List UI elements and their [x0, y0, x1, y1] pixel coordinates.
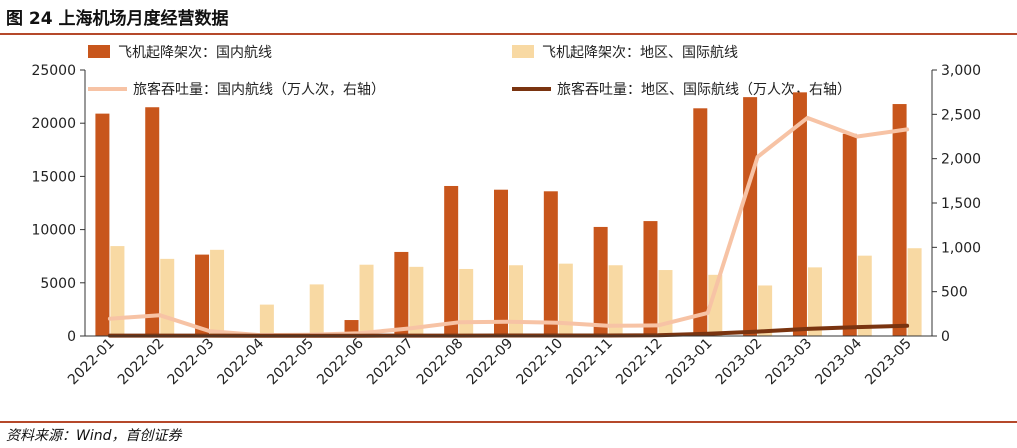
bar-series — [95, 92, 922, 337]
line-domestic-passengers — [107, 115, 910, 338]
bar-intl-flights — [658, 270, 673, 336]
x-axis-tick-label: 2022-09 — [464, 336, 517, 389]
x-axis-tick-label: 2022-12 — [613, 336, 666, 389]
x-axis: 2022-012022-022022-032022-042022-052022-… — [65, 335, 932, 388]
left-y-axis: 0 5000 10000 15000 20000 25000 — [31, 63, 86, 345]
right-axis-tick-label: 2,000 — [941, 152, 981, 168]
x-axis-tick-label: 2022-08 — [414, 336, 467, 389]
bar-domestic-flights — [543, 191, 558, 336]
x-axis-tick-label: 2022-06 — [314, 335, 367, 388]
x-axis-tick-label: 2022-03 — [165, 336, 218, 389]
bar-domestic-flights — [792, 92, 807, 337]
bar-intl-flights — [558, 263, 573, 336]
legend-label-domestic-flights: 飞机起降架次：国内航线 — [118, 45, 272, 61]
bar-domestic-flights — [842, 133, 857, 336]
right-axis-tick-label: 3,000 — [941, 63, 981, 79]
bar-domestic-flights — [892, 104, 907, 336]
bar-intl-flights — [758, 285, 773, 336]
bar-domestic-flights — [494, 189, 508, 336]
bar-domestic-flights — [743, 97, 758, 336]
x-axis-tick-label: 2023-03 — [763, 336, 816, 389]
legend-label-intl-flights: 飞机起降架次：地区、国际航线 — [542, 45, 738, 61]
bar-domestic-flights — [693, 108, 708, 336]
right-axis-tick-label: 500 — [941, 285, 968, 301]
bar-intl-flights — [459, 268, 474, 336]
right-axis-tick-label: 2,500 — [941, 107, 981, 123]
x-axis-tick-label: 2022-02 — [115, 336, 168, 389]
bar-domestic-flights — [643, 221, 658, 336]
bar-intl-flights — [359, 264, 374, 336]
x-axis-tick-label: 2023-02 — [713, 336, 766, 389]
x-axis-tick-label: 2022-04 — [215, 335, 268, 388]
bar-domestic-flights — [95, 113, 110, 337]
bar-domestic-flights — [145, 107, 160, 337]
bar-intl-flights — [807, 267, 822, 336]
legend-label-intl-passengers: 旅客吞吐量：地区、国际航线（万人次，右轴） — [557, 81, 851, 98]
bar-intl-flights — [259, 304, 274, 336]
left-axis-tick-label: 0 — [67, 329, 76, 345]
right-y-axis: 0 500 1,000 1,500 2,000 2,500 3,000 — [931, 63, 981, 345]
legend-label-domestic-passengers: 旅客吞吐量：国内航线（万人次，右轴） — [133, 81, 385, 98]
left-axis-tick-label: 15000 — [31, 169, 76, 185]
bar-intl-flights — [509, 265, 523, 336]
bar-intl-flights — [110, 246, 125, 336]
right-axis-tick-label: 1,000 — [941, 240, 981, 256]
bar-intl-flights — [857, 255, 872, 336]
bar-domestic-flights — [593, 226, 608, 336]
x-axis-tick-label: 2023-05 — [862, 336, 915, 389]
bar-domestic-flights — [195, 254, 210, 336]
figure-title: 图 24 上海机场月度经营数据 — [6, 9, 229, 29]
bar-intl-flights — [608, 265, 623, 336]
bar-domestic-flights — [394, 251, 409, 336]
left-axis-tick-label: 20000 — [31, 116, 76, 132]
bar-intl-flights — [409, 266, 424, 336]
right-axis-tick-label: 1,500 — [941, 196, 981, 212]
legend: 飞机起降架次：国内航线 飞机起降架次：地区、国际航线 旅客吞吐量：国内航线（万人… — [88, 45, 851, 98]
x-axis-tick-label: 2022-05 — [264, 336, 317, 389]
chart: 飞机起降架次：国内航线 飞机起降架次：地区、国际航线 旅客吞吐量：国内航线（万人… — [31, 45, 981, 388]
legend-swatch-domestic-flights — [88, 45, 110, 58]
left-axis-tick-label: 10000 — [31, 223, 76, 239]
left-axis-tick-label: 25000 — [31, 63, 76, 79]
bar-intl-flights — [309, 284, 324, 336]
bar-intl-flights — [210, 249, 225, 336]
right-axis-tick-label: 0 — [941, 329, 950, 345]
left-axis-tick-label: 5000 — [40, 276, 76, 292]
x-axis-tick-label: 2023-01 — [663, 336, 716, 389]
x-axis-tick-label: 2023-04 — [812, 335, 865, 388]
legend-swatch-intl-flights — [512, 45, 534, 58]
source-note: 资料来源：Wind，首创证券 — [6, 428, 182, 444]
title-divider — [0, 33, 1017, 35]
line-series — [107, 115, 910, 338]
footer-divider — [0, 421, 1017, 423]
bar-intl-flights — [907, 248, 922, 336]
bar-intl-flights — [160, 258, 175, 336]
x-axis-tick-label: 2022-07 — [364, 336, 417, 389]
x-axis-tick-label: 2022-10 — [513, 336, 566, 389]
bar-intl-flights — [708, 274, 723, 336]
bar-domestic-flights — [444, 185, 459, 336]
x-axis-tick-label: 2022-11 — [563, 336, 616, 389]
